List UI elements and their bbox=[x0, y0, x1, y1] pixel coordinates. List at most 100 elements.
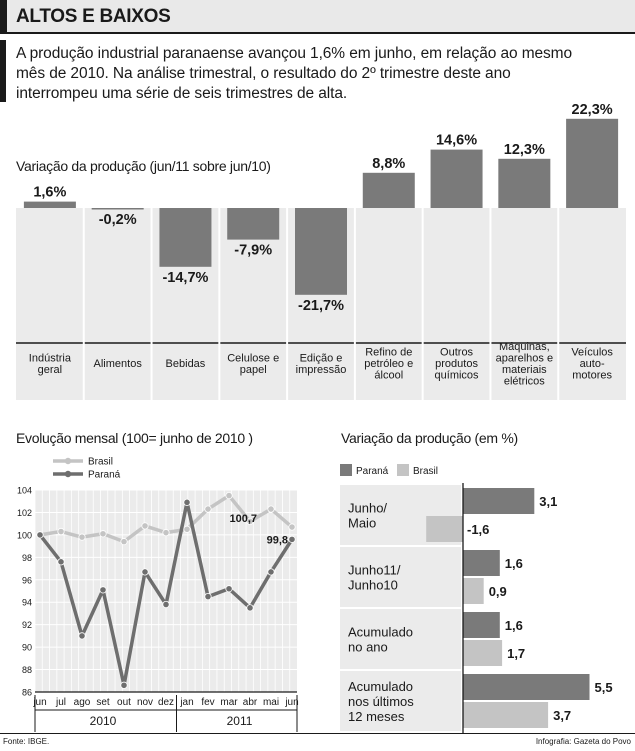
category-label: petróleo e bbox=[364, 358, 413, 370]
y-tick-label: 102 bbox=[17, 508, 32, 518]
data-point-brasil bbox=[204, 505, 212, 513]
hbar-brasil bbox=[426, 516, 463, 542]
intro-accent-bar bbox=[0, 40, 6, 102]
hbar-parana bbox=[463, 488, 535, 514]
bar-value-label: 8,8% bbox=[372, 156, 405, 172]
page-title: ALTOS E BAIXOS bbox=[16, 6, 171, 27]
annotation-parana: 99,8 bbox=[267, 534, 288, 546]
bar bbox=[159, 208, 212, 267]
x-tick-label: set bbox=[96, 697, 110, 708]
hbar-brasil bbox=[463, 702, 549, 728]
row-label: no ano bbox=[348, 640, 388, 655]
data-point-parana bbox=[36, 531, 44, 539]
category-label: elétricos bbox=[504, 375, 545, 387]
y-tick-label: 100 bbox=[17, 530, 32, 540]
category-label: impressão bbox=[296, 364, 347, 376]
legend-label-parana: Paraná bbox=[88, 470, 121, 481]
data-point-parana bbox=[225, 585, 233, 593]
x-tick-label: jun bbox=[284, 697, 298, 708]
x-tick-label: mai bbox=[263, 697, 279, 708]
row-label: Maio bbox=[348, 516, 376, 531]
hbar-value-label: 1,6 bbox=[505, 556, 523, 571]
bar bbox=[362, 172, 415, 208]
header-band: ALTOS E BAIXOS bbox=[0, 0, 635, 34]
y-tick-label: 88 bbox=[22, 665, 32, 675]
year-label: 2010 bbox=[90, 714, 117, 728]
hbar-parana bbox=[463, 550, 500, 576]
data-point-brasil bbox=[99, 530, 107, 538]
data-point-brasil bbox=[120, 538, 128, 546]
bar-value-label: -14,7% bbox=[162, 270, 208, 286]
data-point-brasil bbox=[57, 527, 65, 536]
bar bbox=[498, 158, 551, 208]
x-tick-label: jun bbox=[32, 697, 46, 708]
category-label: auto- bbox=[580, 358, 605, 370]
data-point-parana bbox=[141, 568, 149, 576]
category-label: Alimentos bbox=[94, 358, 143, 370]
data-point-parana bbox=[78, 632, 86, 640]
data-point-parana bbox=[120, 681, 128, 689]
annotation-brasil: 100,7 bbox=[229, 513, 257, 525]
category-label: Máquinas, bbox=[499, 341, 550, 353]
hbar-value-label: 3,7 bbox=[553, 708, 571, 723]
category-label: aparelhos e bbox=[496, 352, 554, 364]
footer-rule bbox=[0, 733, 635, 734]
legend-marker-brasil bbox=[64, 457, 72, 465]
y-tick-label: 92 bbox=[22, 620, 32, 630]
row-label: Acumulado bbox=[348, 679, 413, 694]
bar bbox=[227, 208, 280, 240]
hbar-value-label: 1,7 bbox=[507, 646, 525, 661]
row-label-panel bbox=[340, 609, 461, 669]
bar-value-label: 12,3% bbox=[504, 142, 545, 158]
row-label: 12 meses bbox=[348, 709, 405, 724]
category-label: álcool bbox=[374, 370, 403, 382]
category-label: Refino de bbox=[365, 347, 412, 359]
x-tick-label: dez bbox=[158, 697, 174, 708]
x-tick-label: fev bbox=[201, 697, 214, 708]
row-label: Junho/ bbox=[348, 501, 387, 516]
hbar-value-label: 1,6 bbox=[505, 618, 523, 633]
data-point-brasil bbox=[141, 522, 149, 530]
credit-note: Infografia: Gazeta do Povo bbox=[535, 737, 631, 746]
hbar-value-label: 0,9 bbox=[489, 584, 507, 599]
y-tick-label: 90 bbox=[22, 643, 32, 653]
legend-label-brasil: Brasil bbox=[413, 466, 438, 477]
y-tick-label: 96 bbox=[22, 575, 32, 585]
bar-value-label: -21,7% bbox=[298, 298, 344, 314]
hbar-brasil bbox=[463, 578, 484, 604]
category-label: Edição e bbox=[300, 352, 343, 364]
category-label: papel bbox=[240, 364, 267, 376]
category-label: Veículos bbox=[571, 347, 613, 359]
data-point-brasil bbox=[246, 517, 254, 526]
header-accent-bar bbox=[0, 0, 7, 34]
category-label: Outros bbox=[440, 347, 474, 359]
data-point-brasil bbox=[288, 523, 296, 531]
category-label: químicos bbox=[435, 370, 480, 382]
bar bbox=[295, 208, 347, 295]
data-point-parana bbox=[288, 535, 296, 543]
y-tick-label: 86 bbox=[22, 688, 32, 698]
bar-value-label: 1,6% bbox=[33, 185, 66, 201]
category-strip bbox=[16, 343, 626, 400]
category-label: Celulose e bbox=[227, 352, 279, 364]
category-label: motores bbox=[572, 370, 612, 382]
bar-value-label: 14,6% bbox=[436, 133, 477, 149]
legend-label-parana: Paraná bbox=[356, 466, 389, 477]
row-label: Acumulado bbox=[348, 625, 413, 640]
intro-text: A produção industrial paranaense avançou… bbox=[16, 45, 573, 102]
source-note: Fonte: IBGE. bbox=[3, 737, 50, 746]
data-point-brasil bbox=[78, 533, 86, 541]
bar bbox=[23, 201, 76, 208]
data-point-brasil bbox=[162, 529, 170, 537]
hbar-chart-title: Variação da produção (em %) bbox=[341, 430, 518, 446]
y-tick-label: 98 bbox=[22, 553, 32, 563]
legend-label-brasil: Brasil bbox=[88, 457, 113, 468]
category-label: Bebidas bbox=[166, 358, 206, 370]
row-label: Junho11/ bbox=[348, 563, 401, 578]
data-point-brasil bbox=[183, 525, 191, 533]
y-tick-label: 94 bbox=[22, 598, 32, 608]
data-point-parana bbox=[57, 558, 65, 566]
legend-swatch-parana bbox=[340, 464, 352, 476]
x-tick-label: mar bbox=[220, 697, 238, 708]
